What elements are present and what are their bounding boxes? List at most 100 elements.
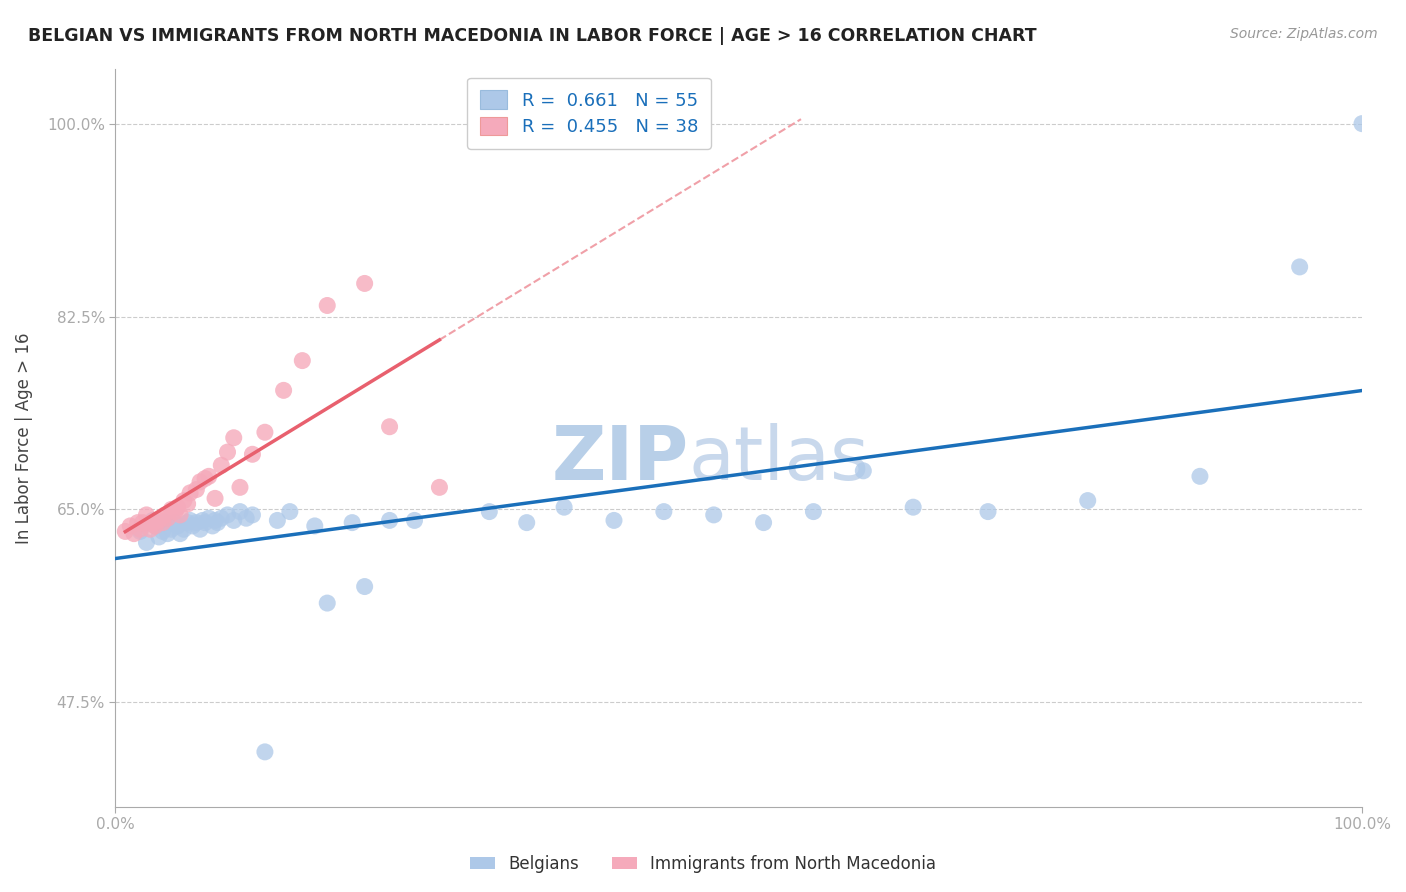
Point [179,513,201,527]
Point [129,522,152,536]
Point [148,513,170,527]
Point [173,522,195,536]
Point [152,516,174,530]
Point [901,500,924,515]
Point [209,458,232,473]
Point [553,500,575,515]
Point [253,425,276,440]
Point [198,511,221,525]
Point [273,384,295,398]
Point [207,516,229,530]
Point [143,519,166,533]
Point [153,508,176,522]
Text: BELGIAN VS IMMIGRANTS FROM NORTH MACEDONIA IN LABOR FORCE | AGE > 16 CORRELATION: BELGIAN VS IMMIGRANTS FROM NORTH MACEDON… [28,27,1036,45]
Point [143,519,166,533]
Y-axis label: In Labor Force | Age > 16: In Labor Force | Age > 16 [15,332,32,543]
Point [198,469,221,483]
Point [440,811,463,825]
Point [186,516,208,530]
Point [217,508,239,522]
Point [181,519,204,533]
Point [142,513,165,527]
Point [803,505,825,519]
Point [429,480,451,494]
Point [173,493,195,508]
Text: atlas: atlas [689,424,870,497]
Point [194,471,217,485]
Point [478,505,501,519]
Point [278,505,301,519]
Point [176,516,198,530]
Point [160,502,183,516]
Point [217,445,239,459]
Point [222,431,245,445]
Point [166,519,188,533]
Point [404,513,426,527]
Point [169,526,191,541]
Point [135,535,157,549]
Point [176,497,198,511]
Point [316,596,339,610]
Point [165,516,187,530]
Point [152,524,174,539]
Point [148,530,170,544]
Point [132,516,155,530]
Point [188,475,211,489]
Point [120,519,142,533]
Point [135,508,157,522]
Point [1351,117,1374,131]
Point [114,524,136,539]
Point [316,298,339,312]
Point [603,513,626,527]
Point [209,511,232,525]
Point [156,511,179,525]
Point [340,516,363,530]
Point [194,516,217,530]
Point [1077,493,1099,508]
Point [378,419,401,434]
Point [166,500,188,515]
Point [169,508,191,522]
Point [129,524,152,539]
Point [229,480,252,494]
Point [353,277,375,291]
Point [703,508,725,522]
Point [188,522,211,536]
Point [229,505,252,519]
Point [977,505,1000,519]
Point [266,513,288,527]
Text: Source: ZipAtlas.com: Source: ZipAtlas.com [1230,27,1378,41]
Point [165,505,187,519]
Point [652,505,675,519]
Point [160,522,183,536]
Point [516,516,538,530]
Text: ZIP: ZIP [551,424,689,497]
Point [235,511,257,525]
Point [204,513,226,527]
Point [204,491,226,506]
Point [153,516,176,530]
Point [1288,260,1310,274]
Point [127,516,149,530]
Legend: Belgians, Immigrants from North Macedonia: Belgians, Immigrants from North Macedoni… [463,848,943,880]
Point [122,526,145,541]
Point [852,464,875,478]
Point [139,522,162,536]
Point [1188,469,1211,483]
Point [179,486,201,500]
Point [142,516,165,530]
Point [378,513,401,527]
Point [752,516,775,530]
Point [186,483,208,497]
Point [201,519,224,533]
Point [304,519,326,533]
Point [253,745,276,759]
Point [191,513,214,527]
Point [222,513,245,527]
Point [242,447,264,461]
Point [242,508,264,522]
Point [291,353,314,368]
Point [156,526,179,541]
Point [353,580,375,594]
Legend: R =  0.661   N = 55, R =  0.455   N = 38: R = 0.661 N = 55, R = 0.455 N = 38 [467,78,710,149]
